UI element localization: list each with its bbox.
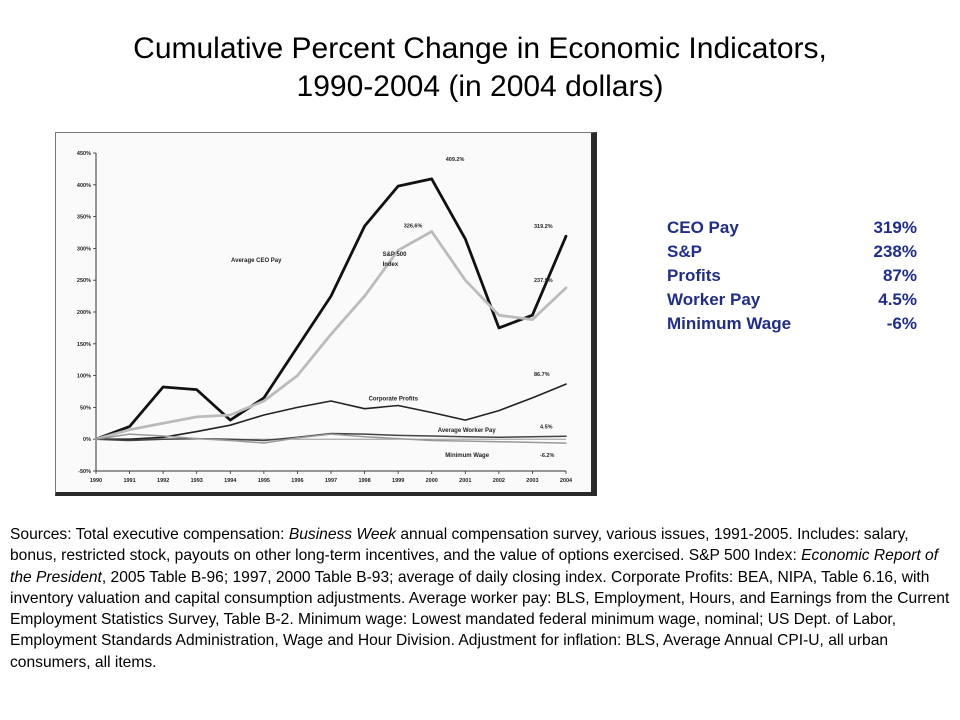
x-tick-label: 2003 xyxy=(526,478,538,484)
sources-publication: Business Week xyxy=(288,526,397,543)
series-annotation: Minimum Wage xyxy=(445,453,489,459)
summary-label: Minimum Wage xyxy=(667,314,792,333)
line-chart: -50% 0% 50% 100% 150% 200% 250% 300% 350% 400% 450… xyxy=(77,151,573,484)
x-tick-label: 1996 xyxy=(291,478,303,484)
series-annotation: Index xyxy=(383,262,399,268)
x-tick-label: 1998 xyxy=(358,478,370,484)
series-annotation: Average CEO Pay xyxy=(231,258,282,264)
summary-row-worker-pay: Worker Pay 4.5% xyxy=(667,288,917,312)
summary-label: S&P xyxy=(667,242,702,261)
x-tick-label: 1997 xyxy=(325,478,337,484)
sources-text: , 2005 Table B-96; 1997, 2000 Table B-93… xyxy=(10,568,950,671)
data-label: -6.2% xyxy=(540,453,554,459)
series-annotation: S&P 500 xyxy=(383,252,408,258)
summary-value: 238% xyxy=(873,242,917,261)
series-line-2 xyxy=(95,383,567,441)
slide-title: Cumulative Percent Change in Economic In… xyxy=(0,30,960,106)
sources-text: annual compensation survey, various issu… xyxy=(10,526,909,565)
y-tick-label: 300% xyxy=(77,246,91,252)
y-tick-label: 250% xyxy=(77,278,91,284)
y-tick-label: 100% xyxy=(77,374,91,380)
data-label: 237.9% xyxy=(534,278,553,284)
summary-label: CEO Pay xyxy=(667,218,739,237)
x-tick-label: 1995 xyxy=(258,478,270,484)
summary-value: -6% xyxy=(886,314,917,333)
y-tick-label: 450% xyxy=(77,151,91,157)
x-tick-label: 1992 xyxy=(157,478,169,484)
sources-note: Sources: Total executive compensation: B… xyxy=(10,524,950,673)
x-tick-label: 1991 xyxy=(123,478,135,484)
sources-publication: Economic Report of the President xyxy=(10,547,939,586)
data-label: 86.7% xyxy=(534,372,550,378)
y-tick-label: -50% xyxy=(78,469,91,475)
sources-text: Sources: Total executive compensation: xyxy=(10,526,289,543)
data-label: 326.6% xyxy=(404,223,423,229)
x-tick-label: 2004 xyxy=(560,478,573,484)
summary-value: 4.5% xyxy=(878,290,917,309)
y-tick-label: 50% xyxy=(80,405,91,411)
slide-title-line-2: 1990-2004 (in 2004 dollars) xyxy=(296,70,664,103)
data-label: 409.2% xyxy=(446,157,465,163)
summary-value: 319% xyxy=(873,218,917,237)
x-tick-label: 2000 xyxy=(426,478,438,484)
summary-row-sp: S&P 238% xyxy=(667,240,917,264)
summary-label: Profits xyxy=(667,266,721,285)
x-tick-label: 1990 xyxy=(90,478,102,484)
y-tick-label: 200% xyxy=(77,310,91,316)
summary-row-minimum-wage: Minimum Wage -6% xyxy=(667,312,917,336)
x-tick-label: 2001 xyxy=(459,478,471,484)
x-tick-label: 1994 xyxy=(224,478,237,484)
series-line-0 xyxy=(94,177,568,441)
series-line-1 xyxy=(94,230,568,441)
summary-row-profits: Profits 87% xyxy=(667,264,917,288)
y-tick-label: 150% xyxy=(77,342,91,348)
summary-table: CEO Pay 319% S&P 238% Profits 87% Worker… xyxy=(667,216,917,336)
series-annotation: Average Worker Pay xyxy=(438,428,497,434)
data-label: 4.5% xyxy=(540,424,553,430)
summary-label: Worker Pay xyxy=(667,290,761,309)
series-annotation: Corporate Profits xyxy=(369,397,419,403)
x-tick-label: 2002 xyxy=(493,478,505,484)
y-tick-label: 350% xyxy=(77,215,91,221)
chart-frame: -50% 0% 50% 100% 150% 200% 250% 300% 350% 400% 450… xyxy=(55,132,597,496)
data-label: 319.2% xyxy=(534,224,553,230)
summary-row-ceo-pay: CEO Pay 319% xyxy=(667,216,917,240)
summary-value: 87% xyxy=(882,266,917,285)
y-tick-label: 0% xyxy=(83,437,91,443)
series-line-4 xyxy=(95,433,567,444)
x-tick-label: 1993 xyxy=(191,478,203,484)
y-tick-label: 400% xyxy=(77,183,91,189)
slide-title-line-1: Cumulative Percent Change in Economic In… xyxy=(133,32,827,65)
x-tick-label: 1999 xyxy=(392,478,404,484)
